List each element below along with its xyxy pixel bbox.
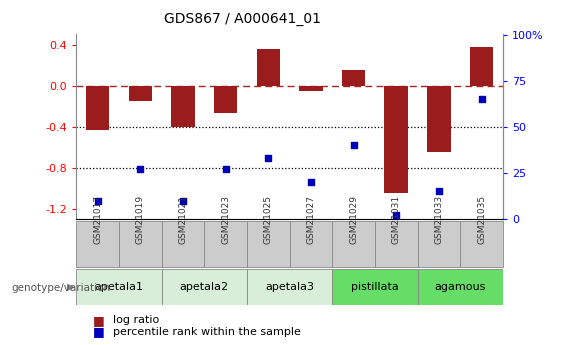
Text: percentile rank within the sample: percentile rank within the sample: [113, 327, 301, 337]
Text: GSM21017: GSM21017: [93, 195, 102, 244]
Bar: [171, 86, 195, 127]
Text: ■: ■: [93, 314, 105, 327]
Text: apetala1: apetala1: [94, 282, 144, 292]
Text: pistillata: pistillata: [351, 282, 399, 292]
FancyBboxPatch shape: [418, 221, 460, 267]
Bar: [299, 86, 323, 91]
FancyBboxPatch shape: [162, 269, 247, 305]
FancyBboxPatch shape: [332, 221, 375, 267]
Point: [179, 198, 188, 204]
FancyBboxPatch shape: [205, 221, 247, 267]
Point: [221, 167, 230, 172]
Point: [93, 198, 102, 204]
Text: GSM21031: GSM21031: [392, 195, 401, 244]
Bar: [86, 86, 110, 130]
Text: GSM21033: GSM21033: [434, 195, 444, 244]
Point: [434, 189, 444, 194]
Bar: [257, 49, 280, 86]
FancyBboxPatch shape: [332, 269, 418, 305]
Point: [264, 155, 273, 161]
FancyBboxPatch shape: [375, 221, 418, 267]
Bar: [128, 86, 152, 101]
Bar: [384, 86, 408, 194]
FancyBboxPatch shape: [418, 269, 503, 305]
Text: GSM21035: GSM21035: [477, 195, 486, 244]
Point: [477, 96, 486, 102]
Text: genotype/variation: genotype/variation: [11, 283, 110, 293]
FancyBboxPatch shape: [247, 221, 290, 267]
Bar: [342, 70, 366, 86]
Text: GSM21025: GSM21025: [264, 195, 273, 244]
Text: GDS867 / A000641_01: GDS867 / A000641_01: [164, 12, 321, 26]
Bar: [214, 86, 237, 114]
Point: [349, 142, 358, 148]
Text: GSM21023: GSM21023: [221, 195, 230, 244]
Text: GSM21021: GSM21021: [179, 195, 188, 244]
Text: log ratio: log ratio: [113, 315, 159, 325]
Text: GSM21019: GSM21019: [136, 195, 145, 244]
Text: GSM21027: GSM21027: [306, 195, 315, 244]
Bar: [427, 86, 451, 152]
Point: [392, 213, 401, 218]
Text: apetala2: apetala2: [180, 282, 229, 292]
FancyBboxPatch shape: [119, 221, 162, 267]
Text: apetala3: apetala3: [265, 282, 314, 292]
FancyBboxPatch shape: [76, 221, 119, 267]
Text: ■: ■: [93, 325, 105, 338]
Point: [136, 167, 145, 172]
FancyBboxPatch shape: [247, 269, 332, 305]
FancyBboxPatch shape: [76, 269, 162, 305]
FancyBboxPatch shape: [162, 221, 205, 267]
FancyBboxPatch shape: [460, 221, 503, 267]
Polygon shape: [67, 284, 75, 291]
Bar: [470, 47, 493, 86]
Point: [306, 179, 315, 185]
FancyBboxPatch shape: [290, 221, 332, 267]
Text: agamous: agamous: [434, 282, 486, 292]
Text: GSM21029: GSM21029: [349, 195, 358, 244]
